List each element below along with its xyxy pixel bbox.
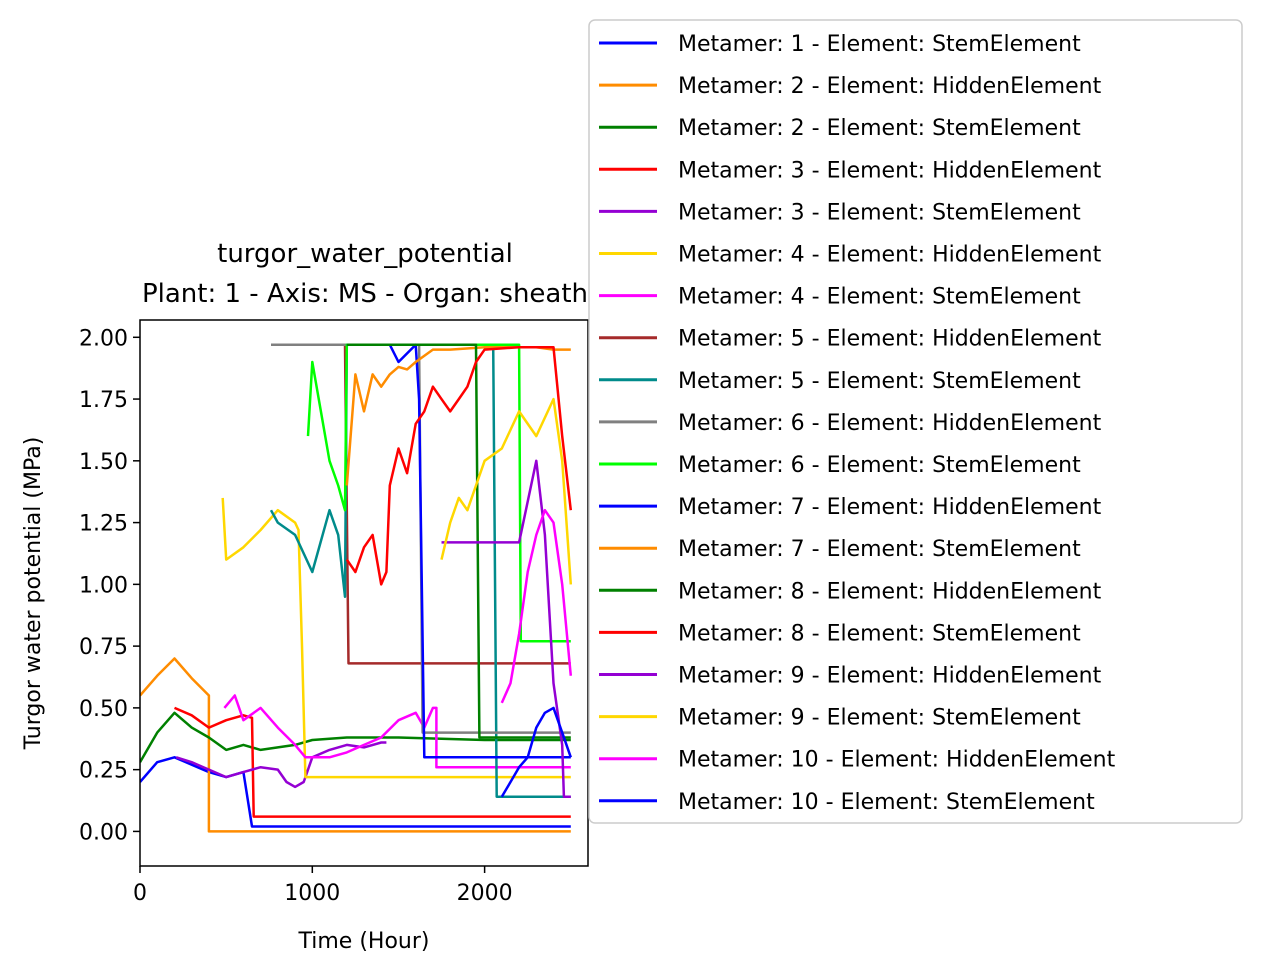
y-tick-label: 1.00 [79,573,128,598]
y-tick-label: 1.25 [79,512,128,537]
legend-entry: Metamer: 7 - Element: HiddenElement [599,495,1102,520]
x-axis: 0 1000 2000 [133,866,513,906]
plot-frame [139,319,589,867]
legend-entry: Metamer: 4 - Element: StemElement [599,285,1081,310]
legend-entry: Metamer: 10 - Element: StemElement [599,790,1095,815]
series-line-18 [500,508,573,704]
series-line-11 [306,343,571,643]
legend-entry: Metamer: 1 - Element: StemElement [599,32,1081,57]
legend-entry: Metamer: 8 - Element: HiddenElement [599,579,1102,604]
y-tick-label: 0.25 [79,759,128,784]
legend-label: Metamer: 8 - Element: HiddenElement [678,579,1102,604]
legend-label: Metamer: 2 - Element: HiddenElement [678,74,1102,99]
y-tick-label: 0.50 [79,697,128,722]
legend-label: Metamer: 1 - Element: StemElement [678,32,1081,57]
series-line-5 [175,741,387,789]
series-line-14 [346,343,571,739]
series-layer [140,343,573,833]
legend-entry: Metamer: 8 - Element: StemElement [599,621,1081,646]
legend-label: Metamer: 4 - Element: StemElement [678,285,1081,310]
legend-entry: Metamer: 5 - Element: HiddenElement [599,327,1102,352]
x-tick-label: 1000 [284,881,340,906]
legend-label: Metamer: 7 - Element: HiddenElement [678,495,1102,520]
legend-label: Metamer: 9 - Element: StemElement [678,706,1081,731]
legend-label: Metamer: 7 - Element: StemElement [678,537,1081,562]
legend-entry: Metamer: 2 - Element: HiddenElement [599,74,1102,99]
series-line-2 [140,657,571,833]
series-line-4 [174,706,571,818]
legend: Metamer: 1 - Element: StemElement Metamer… [588,19,1243,824]
legend-label: Metamer: 10 - Element: HiddenElement [678,748,1116,773]
x-tick-label: 0 [133,881,147,906]
legend-entry: Metamer: 3 - Element: StemElement [599,200,1081,225]
y-axis: 0.00 0.25 0.50 0.75 1.00 1.25 1.50 1.75 2.00 [79,326,140,845]
legend-label: Metamer: 9 - Element: HiddenElement [678,664,1102,689]
series-line-6 [221,497,571,779]
legend-entry: Metamer: 4 - Element: HiddenElement [599,243,1102,268]
series-line-19 [500,706,572,798]
y-tick-label: 0.75 [79,635,128,660]
legend-label: Metamer: 8 - Element: StemElement [678,621,1081,646]
y-tick-label: 1.75 [79,388,128,413]
legend-label: Metamer: 10 - Element: StemElement [678,790,1095,815]
chart-subtitle: Plant: 1 - Axis: MS - Organ: sheath [142,279,588,309]
y-axis-label: Turgor water potential (MPa) [21,437,46,751]
legend-entry: Metamer: 9 - Element: HiddenElement [599,664,1102,689]
legend-entry: Metamer: 10 - Element: HiddenElement [599,748,1116,773]
legend-label: Metamer: 3 - Element: StemElement [678,200,1081,225]
y-tick-label: 1.50 [79,450,128,475]
y-tick-label: 2.00 [79,326,128,351]
chart-title: turgor_water_potential [217,239,513,269]
series-line-15 [345,345,573,586]
series-line-9 [269,343,571,799]
x-axis-label: Time (Hour) [298,929,430,954]
legend-label: Metamer: 5 - Element: HiddenElement [678,327,1102,352]
legend-entry: Metamer: 6 - Element: StemElement [599,453,1081,478]
legend-label: Metamer: 4 - Element: HiddenElement [678,243,1102,268]
legend-entry: Metamer: 6 - Element: HiddenElement [599,411,1102,436]
legend-label: Metamer: 6 - Element: StemElement [678,453,1081,478]
legend-label: Metamer: 6 - Element: HiddenElement [678,411,1102,436]
legend-label: Metamer: 5 - Element: StemElement [678,369,1081,394]
series-line-12 [346,343,571,759]
legend-entry: Metamer: 7 - Element: StemElement [599,537,1081,562]
series-line-16 [441,459,571,799]
legend-entry: Metamer: 5 - Element: StemElement [599,369,1081,394]
series-line-7 [223,694,571,769]
legend-entry: Metamer: 9 - Element: StemElement [599,706,1081,731]
x-tick-label: 2000 [457,881,513,906]
legend-label: Metamer: 2 - Element: StemElement [678,116,1081,141]
legend-label: Metamer: 3 - Element: HiddenElement [678,158,1102,183]
legend-entry: Metamer: 3 - Element: HiddenElement [599,158,1102,183]
legend-box [588,19,1243,824]
legend-entry: Metamer: 2 - Element: StemElement [599,116,1081,141]
series-line-17 [440,397,573,585]
y-tick-label: 0.00 [79,820,128,845]
